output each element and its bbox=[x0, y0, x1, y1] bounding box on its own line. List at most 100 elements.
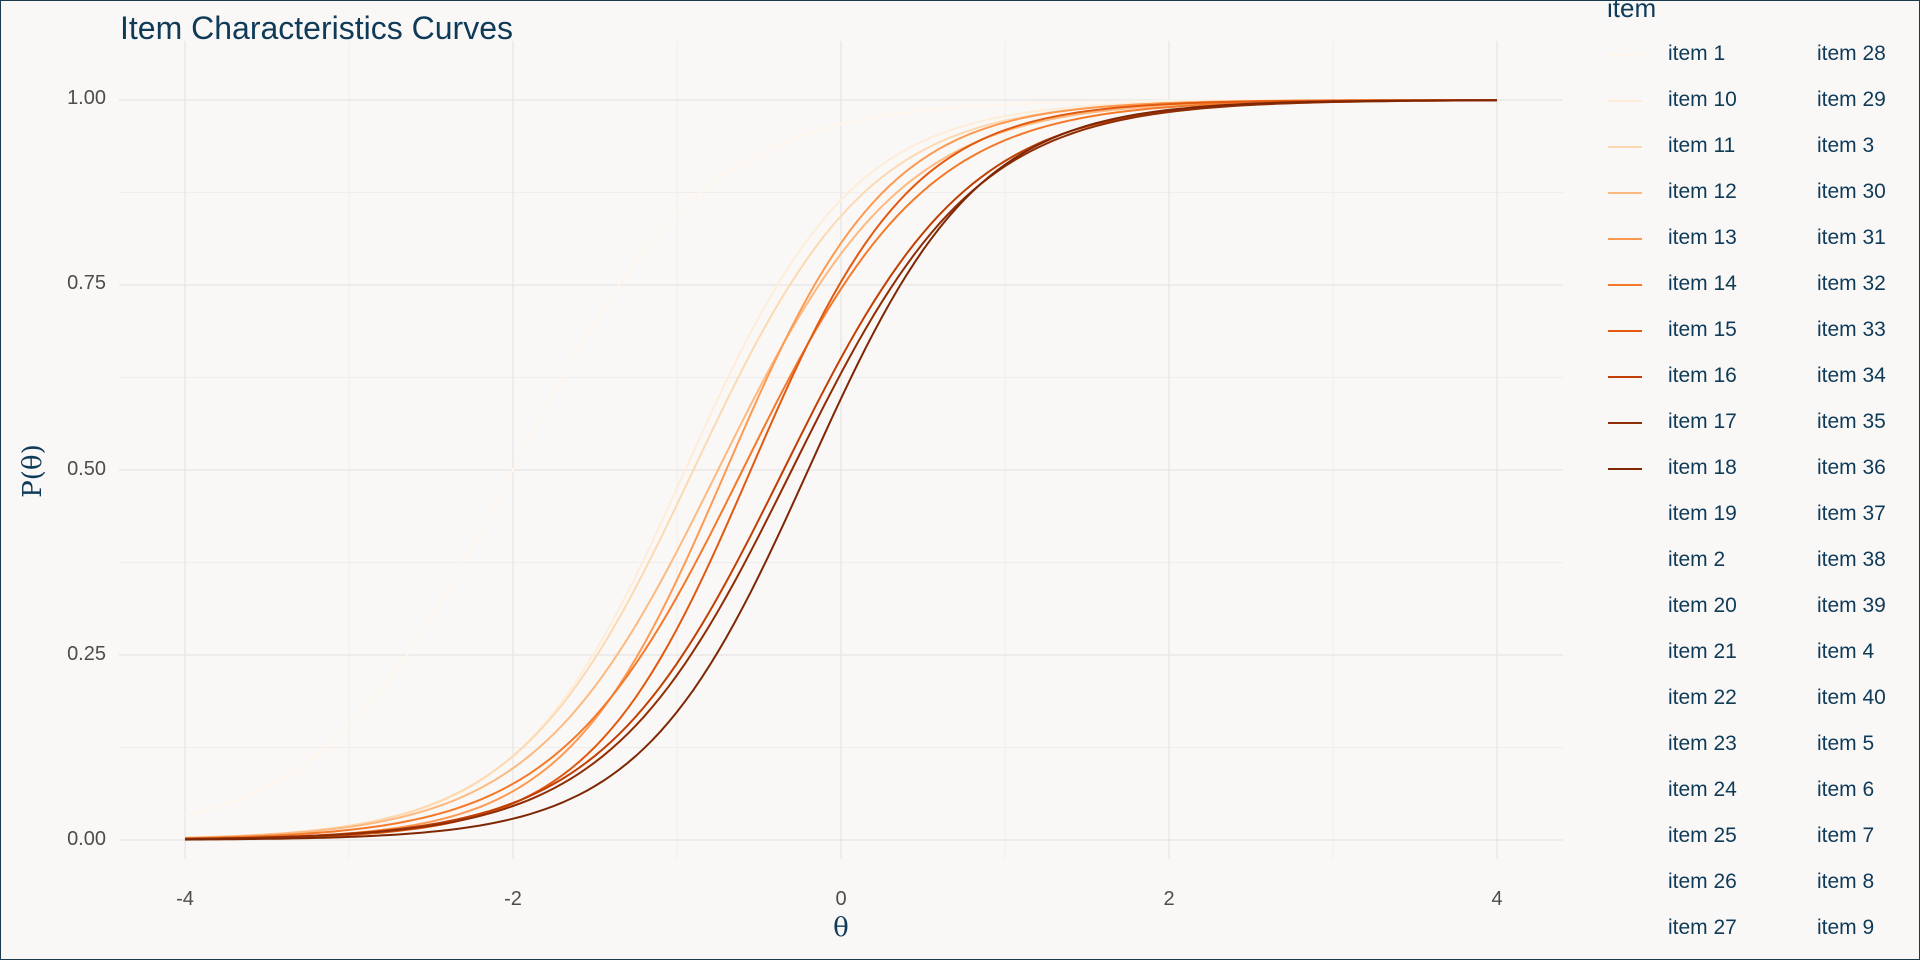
legend-key-swatch bbox=[1608, 514, 1642, 516]
legend-item: item 32 bbox=[1757, 265, 1897, 305]
legend-title: item bbox=[1607, 0, 1657, 23]
legend-item: item 38 bbox=[1757, 541, 1897, 581]
legend-key-swatch bbox=[1757, 284, 1791, 286]
legend-key-swatch bbox=[1757, 606, 1791, 608]
legend-key-swatch bbox=[1757, 744, 1791, 746]
legend-item: item 29 bbox=[1757, 81, 1897, 121]
legend-item: item 7 bbox=[1757, 817, 1897, 857]
legend-item: item 34 bbox=[1757, 357, 1897, 397]
legend-key-swatch bbox=[1757, 468, 1791, 470]
x-tick-label: 0 bbox=[835, 888, 847, 910]
legend-label: item 10 bbox=[1668, 88, 1737, 111]
legend-label: item 2 bbox=[1668, 548, 1726, 571]
legend-label: item 27 bbox=[1668, 916, 1737, 939]
legend-key-swatch bbox=[1608, 100, 1642, 102]
legend-key-swatch bbox=[1757, 330, 1791, 332]
legend-label: item 11 bbox=[1668, 134, 1736, 157]
legend-label: item 5 bbox=[1817, 732, 1875, 755]
legend-label: item 8 bbox=[1817, 870, 1875, 893]
legend-label: item 32 bbox=[1817, 272, 1886, 295]
x-tick-label: -2 bbox=[504, 888, 522, 910]
legend-label: item 37 bbox=[1817, 502, 1886, 525]
legend-key-swatch bbox=[1608, 468, 1642, 470]
legend-label: item 26 bbox=[1668, 870, 1737, 893]
legend-key-swatch bbox=[1757, 928, 1791, 930]
legend-key-swatch bbox=[1608, 698, 1642, 700]
y-tick-label: 0.00 bbox=[67, 828, 106, 850]
legend-label: item 25 bbox=[1668, 824, 1737, 847]
legend-key-swatch bbox=[1608, 146, 1642, 148]
legend-label: item 19 bbox=[1668, 502, 1737, 525]
legend-label: item 17 bbox=[1668, 410, 1737, 433]
chart-title: Item Characteristics Curves bbox=[120, 10, 513, 46]
legend-key-swatch bbox=[1608, 836, 1642, 838]
legend-item: item 5 bbox=[1757, 725, 1897, 765]
legend-item: item 39 bbox=[1757, 587, 1897, 627]
x-tick-label: -4 bbox=[176, 888, 194, 910]
legend-key-swatch bbox=[1757, 54, 1791, 56]
legend-label: item 15 bbox=[1668, 318, 1737, 341]
legend-item: item 25 bbox=[1608, 817, 1748, 857]
legend-key-swatch bbox=[1608, 652, 1642, 654]
legend-label: item 35 bbox=[1817, 410, 1886, 433]
legend-item: item 21 bbox=[1608, 633, 1748, 673]
legend-item: item 23 bbox=[1608, 725, 1748, 765]
legend-label: item 3 bbox=[1817, 134, 1875, 157]
legend-key-swatch bbox=[1608, 790, 1642, 792]
legend-key-swatch bbox=[1608, 882, 1642, 884]
legend-key-swatch bbox=[1608, 376, 1642, 378]
legend-item: item 22 bbox=[1608, 679, 1748, 719]
legend-item: item 13 bbox=[1608, 219, 1748, 259]
legend-key-swatch bbox=[1608, 330, 1642, 332]
legend-label: item 9 bbox=[1817, 916, 1875, 939]
legend-item: item 15 bbox=[1608, 311, 1748, 351]
legend-label: item 39 bbox=[1817, 594, 1886, 617]
legend-key-swatch bbox=[1608, 238, 1642, 240]
legend-label: item 18 bbox=[1668, 456, 1737, 479]
legend-item: item 37 bbox=[1757, 495, 1897, 535]
legend-item: item 35 bbox=[1757, 403, 1897, 443]
legend-key-swatch bbox=[1757, 192, 1791, 194]
legend-item: item 4 bbox=[1757, 633, 1897, 673]
legend-key-swatch bbox=[1608, 192, 1642, 194]
legend-key-swatch bbox=[1757, 698, 1791, 700]
legend-label: item 7 bbox=[1817, 824, 1875, 847]
legend-item: item 19 bbox=[1608, 495, 1748, 535]
legend-key-swatch bbox=[1608, 54, 1642, 56]
legend-item: item 3 bbox=[1757, 127, 1897, 167]
legend-key-swatch bbox=[1757, 882, 1791, 884]
legend-label: item 31 bbox=[1817, 226, 1886, 249]
legend-item: item 20 bbox=[1608, 587, 1748, 627]
legend-item: item 33 bbox=[1757, 311, 1897, 351]
legend-label: item 23 bbox=[1668, 732, 1737, 755]
legend-key-swatch bbox=[1608, 606, 1642, 608]
legend-item: item 6 bbox=[1757, 771, 1897, 811]
legend-item: item 2 bbox=[1608, 541, 1748, 581]
legend-item: item 30 bbox=[1757, 173, 1897, 213]
legend-label: item 21 bbox=[1668, 640, 1737, 663]
legend-key-swatch bbox=[1608, 284, 1642, 286]
legend-label: item 13 bbox=[1668, 226, 1737, 249]
legend-item: item 31 bbox=[1757, 219, 1897, 259]
legend-item: item 40 bbox=[1757, 679, 1897, 719]
legend-label: item 34 bbox=[1817, 364, 1886, 387]
legend-label: item 29 bbox=[1817, 88, 1886, 111]
legend-label: item 40 bbox=[1817, 686, 1886, 709]
legend-key-swatch bbox=[1757, 238, 1791, 240]
legend-label: item 33 bbox=[1817, 318, 1886, 341]
x-tick-label: 2 bbox=[1163, 888, 1175, 910]
legend-item: item 16 bbox=[1608, 357, 1748, 397]
legend-label: item 4 bbox=[1817, 640, 1875, 663]
y-tick-label: 0.75 bbox=[67, 272, 106, 294]
legend-item: item 10 bbox=[1608, 81, 1748, 121]
legend-item: item 9 bbox=[1757, 909, 1897, 949]
legend-label: item 24 bbox=[1668, 778, 1737, 801]
legend-item: item 26 bbox=[1608, 863, 1748, 903]
y-axis-label: P(θ) bbox=[18, 444, 48, 498]
legend-key-swatch bbox=[1757, 836, 1791, 838]
legend-label: item 28 bbox=[1817, 42, 1886, 65]
legend-item: item 8 bbox=[1757, 863, 1897, 903]
legend-key-swatch bbox=[1608, 422, 1642, 424]
y-tick-label: 1.00 bbox=[67, 87, 106, 109]
